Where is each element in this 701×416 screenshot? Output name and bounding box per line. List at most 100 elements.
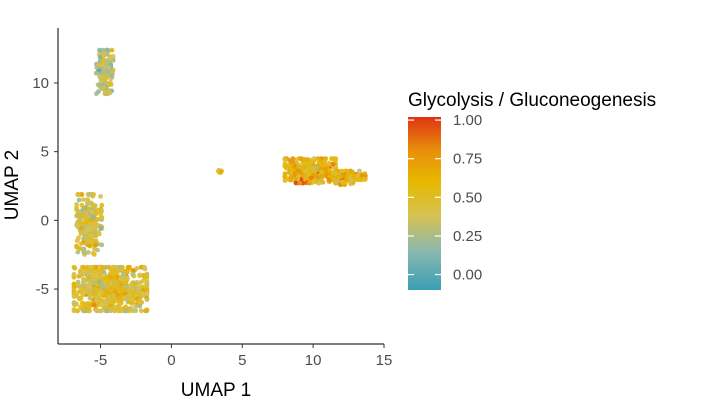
scatter-point bbox=[133, 304, 139, 309]
scatter-point bbox=[314, 165, 319, 170]
scatter-point bbox=[71, 271, 77, 277]
scatter-point bbox=[348, 181, 353, 187]
scatter-point bbox=[82, 289, 88, 295]
scatter-point bbox=[144, 297, 150, 302]
scatter-point bbox=[297, 180, 303, 186]
scatter-point bbox=[101, 85, 106, 90]
scatter-point bbox=[71, 294, 77, 300]
scatter-point bbox=[302, 168, 308, 174]
scatter-point bbox=[293, 180, 299, 186]
scatter-point bbox=[87, 285, 93, 291]
scatter-point bbox=[86, 304, 92, 310]
scatter-point bbox=[74, 308, 80, 314]
scatter-point bbox=[282, 156, 288, 162]
y-tick-label: -5 bbox=[36, 281, 49, 298]
scatter-point bbox=[130, 268, 136, 274]
scatter-point bbox=[351, 174, 357, 180]
scatter-point bbox=[76, 209, 82, 215]
scatter-point bbox=[120, 271, 126, 276]
scatter-point bbox=[332, 157, 338, 162]
scatter-point bbox=[117, 264, 123, 270]
scatter-point bbox=[333, 171, 338, 177]
scatter-point bbox=[102, 64, 108, 69]
scatter-point bbox=[99, 285, 105, 290]
scatter-point bbox=[89, 209, 95, 215]
scatter-point bbox=[91, 272, 97, 278]
scatter-point bbox=[89, 233, 95, 239]
scatter-point bbox=[320, 179, 326, 185]
scatter-point bbox=[96, 264, 102, 270]
scatter-point bbox=[79, 306, 85, 312]
scatter-point bbox=[88, 292, 93, 297]
scatter-point bbox=[282, 173, 288, 179]
scatter-point bbox=[357, 177, 363, 183]
legend-tick-label: 0.75 bbox=[453, 151, 482, 168]
scatter-point bbox=[94, 70, 99, 76]
scatter-point bbox=[129, 297, 135, 303]
scatter-point bbox=[296, 168, 301, 173]
scatter-point bbox=[103, 308, 109, 314]
x-axis-title: UMAP 1 bbox=[181, 380, 251, 401]
scatter-point bbox=[82, 302, 87, 308]
scatter-point bbox=[140, 291, 146, 296]
y-axis-title: UMAP 2 bbox=[2, 150, 23, 220]
scatter-point bbox=[76, 235, 81, 241]
scatter-point bbox=[85, 192, 91, 197]
scatter-point bbox=[126, 264, 131, 270]
scatter-point bbox=[94, 308, 100, 314]
scatter-point bbox=[305, 163, 311, 168]
legend-tick-label: 0.50 bbox=[453, 189, 482, 206]
scatter-point bbox=[311, 156, 317, 162]
scatter-point bbox=[110, 297, 116, 303]
scatter-point bbox=[115, 282, 121, 287]
scatter-point bbox=[98, 308, 104, 314]
scatter-point bbox=[93, 242, 98, 248]
scatter-point bbox=[80, 206, 86, 212]
scatter-point bbox=[348, 169, 354, 175]
scatter-point bbox=[94, 65, 100, 71]
legend-tick-label: 0.25 bbox=[453, 228, 482, 245]
scatter-point bbox=[71, 265, 77, 270]
scatter-point bbox=[74, 243, 79, 249]
scatter-point bbox=[103, 75, 109, 81]
scatter-point bbox=[133, 308, 139, 314]
scatter-point bbox=[76, 289, 82, 295]
scatter-point bbox=[92, 222, 98, 228]
scatter-point bbox=[112, 305, 118, 310]
scatter-point bbox=[80, 239, 86, 245]
scatter-point bbox=[93, 297, 99, 303]
scatter-point bbox=[130, 272, 136, 277]
scatter-point bbox=[96, 229, 102, 235]
scatter-point bbox=[86, 250, 91, 255]
scatter-point bbox=[98, 272, 103, 278]
scatter-point bbox=[124, 308, 129, 314]
scatter-point bbox=[112, 289, 118, 295]
scatter-point bbox=[288, 167, 294, 173]
scatter-point bbox=[144, 282, 150, 288]
scatter-point bbox=[105, 91, 110, 97]
scatter-point bbox=[326, 160, 332, 166]
scatter-point bbox=[103, 288, 108, 294]
scatter-point bbox=[75, 249, 81, 255]
y-axis-ticks: -5 0 5 10 bbox=[32, 75, 58, 298]
scatter-point bbox=[81, 197, 86, 203]
scatter-point bbox=[345, 173, 350, 178]
scatter-point bbox=[81, 264, 87, 270]
scatter-point bbox=[326, 177, 332, 183]
scatter-point bbox=[355, 173, 360, 179]
scatter-point bbox=[98, 290, 103, 295]
scatter-point bbox=[71, 300, 77, 305]
scatter-point bbox=[71, 281, 77, 287]
scatter-point bbox=[316, 180, 322, 186]
scatter-point bbox=[292, 171, 297, 177]
scatter-point bbox=[103, 264, 109, 270]
scatter-point bbox=[312, 177, 318, 183]
x-tick-label: -5 bbox=[94, 352, 107, 369]
scatter-point bbox=[134, 291, 140, 297]
scatter-point bbox=[330, 161, 336, 167]
scatter-point bbox=[77, 216, 83, 222]
scatter-point bbox=[106, 65, 112, 70]
scatter-point bbox=[142, 264, 147, 270]
scatter-point bbox=[108, 267, 114, 273]
scatter-point bbox=[307, 180, 312, 186]
